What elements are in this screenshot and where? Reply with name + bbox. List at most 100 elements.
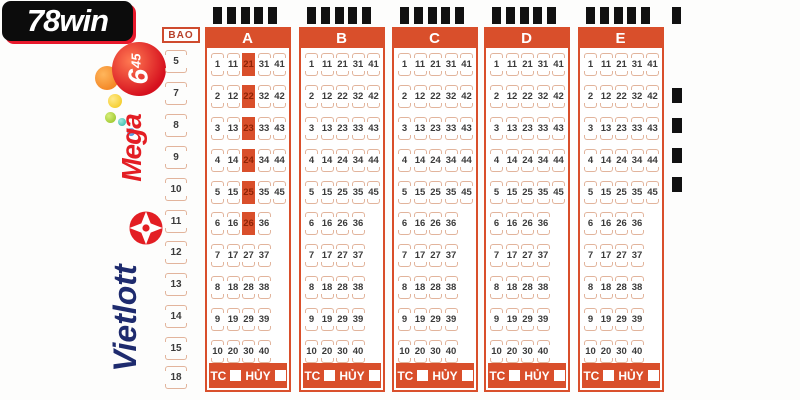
number-cell-D-4[interactable]: 4 [490, 148, 503, 172]
number-cell-C-30[interactable]: 30 [429, 339, 442, 363]
number-cell-E-39[interactable]: 39 [630, 307, 644, 331]
number-cell-C-27[interactable]: 27 [429, 244, 442, 268]
number-cell-D-42[interactable]: 42 [552, 85, 565, 109]
number-cell-B-30[interactable]: 30 [336, 339, 349, 363]
bao-option-5[interactable]: 5 [165, 50, 187, 73]
number-cell-A-40[interactable]: 40 [257, 339, 271, 363]
number-cell-A-4[interactable]: 4 [211, 148, 224, 172]
number-cell-C-15[interactable]: 15 [413, 180, 427, 204]
number-cell-B-41[interactable]: 41 [367, 53, 380, 77]
number-cell-D-13[interactable]: 13 [505, 116, 519, 140]
number-cell-B-16[interactable]: 16 [320, 212, 334, 236]
number-cell-C-12[interactable]: 12 [413, 85, 427, 109]
number-cell-C-8[interactable]: 8 [398, 275, 411, 299]
number-cell-E-22[interactable]: 22 [615, 85, 628, 109]
number-cell-D-22[interactable]: 22 [521, 85, 534, 109]
number-cell-B-36[interactable]: 36 [351, 212, 365, 236]
number-cell-C-3[interactable]: 3 [398, 116, 411, 140]
number-cell-B-24[interactable]: 24 [336, 148, 349, 172]
number-cell-E-19[interactable]: 19 [599, 307, 613, 331]
number-cell-A-19[interactable]: 19 [226, 307, 240, 331]
bao-option-8[interactable]: 8 [165, 113, 187, 137]
number-cell-D-41[interactable]: 41 [552, 53, 565, 77]
number-cell-C-7[interactable]: 7 [398, 244, 411, 268]
number-cell-E-12[interactable]: 12 [599, 85, 613, 109]
number-cell-E-42[interactable]: 42 [646, 85, 659, 109]
number-cell-A-45[interactable]: 45 [273, 180, 286, 204]
huy-checkbox-C[interactable] [461, 370, 473, 381]
number-cell-B-21[interactable]: 21 [336, 53, 349, 77]
number-cell-A-8[interactable]: 8 [211, 275, 224, 299]
number-cell-C-11[interactable]: 11 [413, 53, 427, 77]
number-cell-B-11[interactable]: 11 [320, 53, 334, 77]
number-cell-D-10[interactable]: 10 [490, 339, 503, 363]
number-cell-B-26[interactable]: 26 [336, 212, 349, 236]
number-cell-B-25[interactable]: 25 [336, 180, 349, 204]
number-cell-C-2[interactable]: 2 [398, 85, 411, 109]
number-cell-A-5[interactable]: 5 [211, 180, 224, 204]
tc-checkbox-E[interactable] [603, 370, 615, 381]
number-cell-C-45[interactable]: 45 [460, 180, 473, 204]
number-cell-B-3[interactable]: 3 [305, 116, 318, 140]
number-cell-B-22[interactable]: 22 [336, 85, 349, 109]
number-cell-C-10[interactable]: 10 [398, 339, 411, 363]
number-cell-E-28[interactable]: 28 [615, 275, 628, 299]
number-cell-A-35[interactable]: 35 [257, 180, 271, 204]
number-cell-D-8[interactable]: 8 [490, 275, 503, 299]
number-cell-A-11[interactable]: 11 [226, 53, 240, 77]
huy-checkbox-D[interactable] [553, 370, 565, 381]
number-cell-E-36[interactable]: 36 [630, 212, 644, 236]
number-cell-E-34[interactable]: 34 [630, 148, 644, 172]
number-cell-D-25[interactable]: 25 [521, 180, 534, 204]
number-cell-E-9[interactable]: 9 [584, 307, 597, 331]
number-cell-B-34[interactable]: 34 [351, 148, 365, 172]
number-cell-A-44[interactable]: 44 [273, 148, 286, 172]
number-cell-C-42[interactable]: 42 [460, 85, 473, 109]
number-cell-B-44[interactable]: 44 [367, 148, 380, 172]
number-cell-A-30[interactable]: 30 [242, 339, 255, 363]
number-cell-A-25[interactable]: 25 [242, 180, 255, 204]
number-cell-A-15[interactable]: 15 [226, 180, 240, 204]
number-cell-D-21[interactable]: 21 [521, 53, 534, 77]
number-cell-C-17[interactable]: 17 [413, 244, 427, 268]
number-cell-A-3[interactable]: 3 [211, 116, 224, 140]
huy-checkbox-E[interactable] [647, 370, 659, 381]
number-cell-C-31[interactable]: 31 [444, 53, 458, 77]
number-cell-C-29[interactable]: 29 [429, 307, 442, 331]
number-cell-A-26[interactable]: 26 [242, 212, 255, 236]
bao-option-18[interactable]: 18 [165, 366, 187, 389]
number-cell-B-23[interactable]: 23 [336, 116, 349, 140]
number-cell-B-38[interactable]: 38 [351, 275, 365, 299]
number-cell-A-7[interactable]: 7 [211, 244, 224, 268]
number-cell-D-24[interactable]: 24 [521, 148, 534, 172]
number-cell-B-8[interactable]: 8 [305, 275, 318, 299]
bao-option-15[interactable]: 15 [165, 337, 187, 361]
number-cell-C-6[interactable]: 6 [398, 212, 411, 236]
number-cell-D-9[interactable]: 9 [490, 307, 503, 331]
number-cell-D-30[interactable]: 30 [521, 339, 534, 363]
number-cell-D-34[interactable]: 34 [536, 148, 550, 172]
number-cell-E-10[interactable]: 10 [584, 339, 597, 363]
number-cell-C-33[interactable]: 33 [444, 116, 458, 140]
number-cell-C-4[interactable]: 4 [398, 148, 411, 172]
number-cell-A-24[interactable]: 24 [242, 148, 255, 172]
bao-option-7[interactable]: 7 [165, 81, 187, 105]
number-cell-B-19[interactable]: 19 [320, 307, 334, 331]
number-cell-E-37[interactable]: 37 [630, 244, 644, 268]
number-cell-A-16[interactable]: 16 [226, 212, 240, 236]
number-cell-C-40[interactable]: 40 [444, 339, 458, 363]
number-cell-D-2[interactable]: 2 [490, 85, 503, 109]
number-cell-E-15[interactable]: 15 [599, 180, 613, 204]
number-cell-C-1[interactable]: 1 [398, 53, 411, 77]
number-cell-E-1[interactable]: 1 [584, 53, 597, 77]
number-cell-C-20[interactable]: 20 [413, 339, 427, 363]
number-cell-A-31[interactable]: 31 [257, 53, 271, 77]
number-cell-B-14[interactable]: 14 [320, 148, 334, 172]
number-cell-D-35[interactable]: 35 [536, 180, 550, 204]
number-cell-E-41[interactable]: 41 [646, 53, 659, 77]
number-cell-D-29[interactable]: 29 [521, 307, 534, 331]
bao-option-10[interactable]: 10 [165, 177, 187, 201]
number-cell-C-35[interactable]: 35 [444, 180, 458, 204]
number-cell-A-42[interactable]: 42 [273, 85, 286, 109]
number-cell-C-16[interactable]: 16 [413, 212, 427, 236]
